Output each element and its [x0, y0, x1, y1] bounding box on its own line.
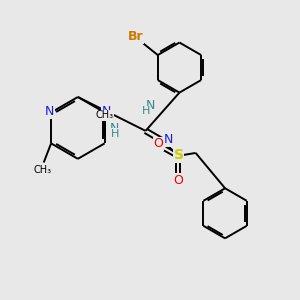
Text: O: O [153, 137, 163, 150]
Text: O: O [173, 173, 183, 187]
Text: N: N [101, 105, 111, 118]
Text: N: N [146, 99, 155, 112]
Text: H: H [110, 129, 119, 139]
Text: N: N [45, 105, 54, 118]
Text: N: N [164, 133, 173, 146]
Text: H: H [142, 106, 151, 116]
Text: N: N [110, 122, 119, 135]
Text: CH₃: CH₃ [33, 165, 51, 175]
Text: Br: Br [128, 30, 143, 43]
Text: CH₃: CH₃ [96, 110, 114, 120]
Text: S: S [174, 148, 184, 162]
